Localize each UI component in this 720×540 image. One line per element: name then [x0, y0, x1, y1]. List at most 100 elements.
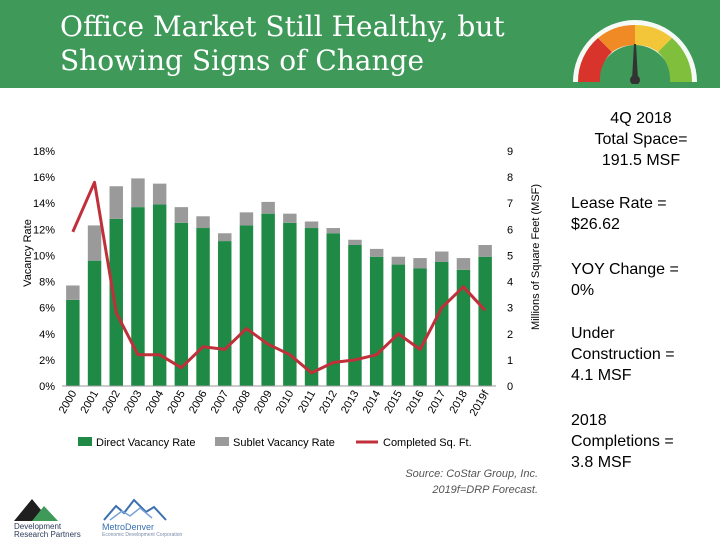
- stat-lease-label: Lease Rate =: [571, 195, 667, 212]
- metro-denver-logo: MetroDenver Economic Development Corpora…: [100, 496, 182, 538]
- right-axis-ticks: 0 1 2 3 4 5 6 7 8 9: [507, 146, 513, 393]
- legend-swatch-sublet: [215, 437, 229, 446]
- bar-direct-vacancy: [174, 222, 189, 386]
- stat-uc-value: 4.1 MSF: [571, 367, 632, 384]
- bar-sublet-vacancy: [478, 245, 492, 257]
- x-tick-label: 2016: [404, 389, 427, 416]
- stat-lease-value: $26.62: [571, 216, 620, 233]
- x-tick-label: 2008: [230, 389, 253, 416]
- bar-sublet-vacancy: [87, 225, 102, 261]
- stat-lease-rate: Lease Rate = $26.62: [571, 193, 716, 235]
- bar-direct-vacancy: [261, 213, 275, 386]
- bar-direct-vacancy: [348, 245, 362, 386]
- mountain-logo-icon: [14, 499, 58, 521]
- metro-logo-tagline: Economic Development Corporation: [102, 532, 183, 538]
- stat-uc-label-1: Under: [571, 325, 615, 342]
- stat-comp-label: Completions =: [571, 433, 674, 450]
- completed-sq-ft-line: [71, 180, 487, 375]
- bar-direct-vacancy: [131, 207, 145, 386]
- bar-sublet-vacancy: [174, 207, 189, 223]
- stat-comp-value: 3.8 MSF: [571, 454, 632, 471]
- left-tick-label: 4%: [39, 329, 55, 341]
- left-tick-label: 12%: [33, 224, 55, 236]
- bar-direct-vacancy: [435, 261, 449, 386]
- page-title: Office Market Still Healthy, but Showing…: [60, 10, 560, 78]
- x-tick-label: 2015: [382, 389, 405, 416]
- stat-yoy-change: YOY Change = 0%: [571, 259, 716, 301]
- drp-logo-line-2: Research Partners: [14, 530, 81, 539]
- bar-sublet-vacancy: [218, 233, 232, 242]
- bar-direct-vacancy: [218, 241, 232, 386]
- stat-under-construction: Under Construction = 4.1 MSF: [571, 323, 716, 386]
- x-tick-label: 2010: [274, 389, 297, 416]
- x-tick-label: 2006: [187, 389, 210, 416]
- left-tick-label: 6%: [39, 303, 55, 315]
- bar-direct-vacancy: [66, 299, 80, 386]
- bar-direct-vacancy: [304, 228, 319, 386]
- bar-sublet-vacancy: [152, 183, 167, 205]
- stat-yoy-label: YOY Change =: [571, 261, 679, 278]
- stat-quarter: 4Q 2018: [610, 110, 672, 127]
- x-tick-label: 2017: [426, 389, 449, 416]
- x-tick-label: 2003: [122, 389, 145, 416]
- title-line-2: Showing Signs of Change: [60, 44, 425, 77]
- right-tick-label: 2: [507, 329, 513, 341]
- y2-axis-label: Millions of Square Feet (MSF): [530, 184, 542, 330]
- bar-sublet-vacancy: [391, 256, 406, 265]
- bar-direct-vacancy: [326, 233, 340, 386]
- legend-swatch-direct: [78, 437, 92, 446]
- left-tick-label: 8%: [39, 277, 55, 289]
- bar-direct-vacancy: [478, 256, 492, 386]
- right-tick-label: 0: [507, 381, 513, 393]
- metro-mountain-icon: [103, 498, 167, 521]
- x-tick-label: 2019f: [468, 388, 493, 419]
- stat-yoy-value: 0%: [571, 282, 595, 299]
- left-tick-label: 10%: [33, 250, 55, 262]
- legend-label-direct: Direct Vacancy Rate: [96, 437, 195, 449]
- bar-sublet-vacancy: [348, 239, 362, 245]
- bar-sublet-vacancy: [413, 258, 427, 269]
- bar-sublet-vacancy: [239, 212, 254, 226]
- bar-direct-vacancy: [109, 218, 123, 386]
- bar-direct-vacancy: [413, 268, 427, 386]
- bar-direct-vacancy: [391, 264, 406, 386]
- left-tick-label: 14%: [33, 198, 55, 210]
- drp-logo-line-1: Development: [14, 522, 62, 531]
- x-tick-label: 2000: [57, 389, 80, 416]
- bar-direct-vacancy: [369, 256, 384, 386]
- x-tick-label: 2007: [209, 389, 232, 416]
- bar-sublet-vacancy: [109, 186, 123, 219]
- bar-sublet-vacancy: [326, 228, 340, 234]
- x-tick-label: 2001: [79, 389, 102, 416]
- x-tick-label: 2014: [361, 389, 384, 416]
- source-line-2: 2019f=DRP Forecast.: [432, 484, 538, 496]
- x-tick-label: 2013: [339, 389, 362, 416]
- legend-label-sublet: Sublet Vacancy Rate: [233, 437, 335, 449]
- stat-total-label: Total Space=: [594, 131, 688, 148]
- legend: Direct Vacancy Rate Sublet Vacancy Rate …: [78, 437, 472, 449]
- bar-direct-vacancy: [152, 204, 167, 386]
- gauge-icon: [573, 20, 697, 84]
- bar-sublet-vacancy: [369, 248, 384, 257]
- y-axis-label: Vacancy Rate: [22, 219, 34, 287]
- right-tick-label: 7: [507, 198, 513, 210]
- drp-logo: Development Research Partners: [12, 496, 90, 539]
- metro-logo-name: MetroDenver: [102, 522, 155, 532]
- left-tick-label: 0%: [39, 381, 55, 393]
- bar-direct-vacancy: [87, 260, 102, 386]
- bar-sublet-vacancy: [66, 285, 80, 300]
- right-tick-label: 1: [507, 355, 513, 367]
- legend-label-completed: Completed Sq. Ft.: [383, 437, 472, 449]
- stat-comp-year: 2018: [571, 412, 607, 429]
- right-tick-label: 6: [507, 224, 513, 236]
- bar-direct-vacancy: [239, 225, 254, 386]
- x-tick-label: 2005: [165, 389, 188, 416]
- x-tick-label: 2004: [144, 389, 167, 416]
- left-axis-ticks: 0% 2% 4% 6% 8% 10% 12% 14% 16% 18%: [33, 146, 55, 393]
- bar-sublet-vacancy: [304, 221, 319, 229]
- right-tick-label: 3: [507, 303, 513, 315]
- left-tick-label: 2%: [39, 355, 55, 367]
- right-tick-label: 4: [507, 277, 513, 289]
- source-line-1: Source: CoStar Group, Inc.: [405, 468, 538, 480]
- bar-sublet-vacancy: [131, 178, 145, 208]
